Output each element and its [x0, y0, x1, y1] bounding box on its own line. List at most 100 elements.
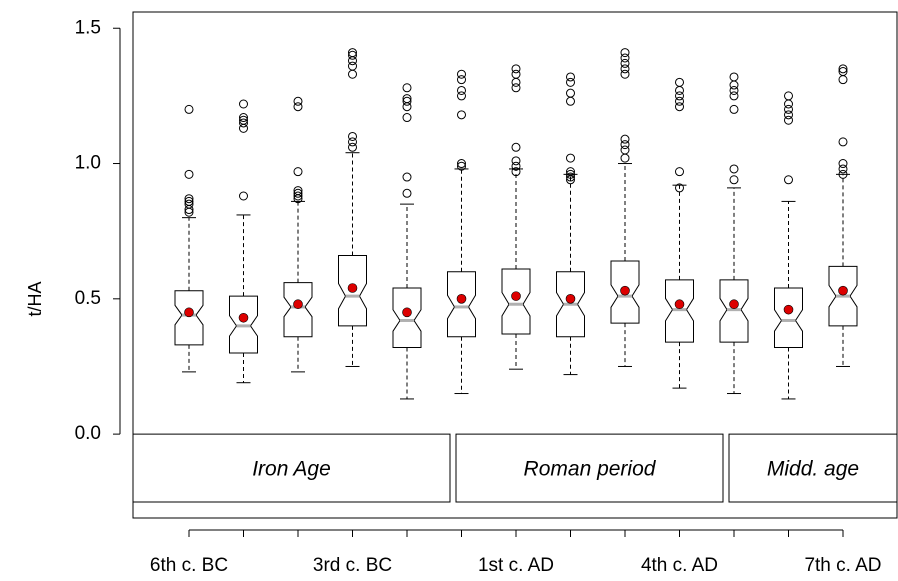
box [774, 287, 803, 349]
outlier [457, 159, 466, 169]
y-tick-label: 0.5 [75, 288, 101, 309]
outlier [729, 175, 739, 185]
outlier [511, 69, 521, 79]
outlier [566, 96, 575, 106]
outlier [457, 91, 466, 101]
outlier [620, 134, 630, 144]
outlier [511, 64, 521, 74]
outlier [620, 48, 630, 58]
mean-point [838, 285, 848, 296]
outlier [838, 164, 848, 174]
period-label: Iron Age [252, 458, 331, 481]
mean-point [402, 307, 412, 318]
mean-point [674, 299, 685, 310]
outlier [566, 72, 575, 82]
x-tick-label: 1st c. AD [478, 555, 554, 576]
outlier [729, 72, 739, 82]
outlier [675, 85, 684, 95]
outlier [838, 67, 848, 77]
outlier [402, 96, 412, 106]
x-tick-label: 3rd c. BC [313, 555, 392, 576]
outlier [566, 153, 575, 163]
period-box [132, 433, 451, 503]
outlier [293, 96, 303, 106]
box [501, 268, 531, 335]
outlier [184, 194, 194, 204]
outlier [348, 61, 357, 71]
box [283, 282, 313, 338]
outlier [838, 64, 848, 74]
outlier [293, 102, 303, 112]
outlier [784, 91, 793, 101]
outlier [675, 91, 684, 101]
outlier [348, 69, 357, 79]
outlier [620, 153, 630, 163]
outlier [566, 169, 575, 179]
outlier [457, 69, 466, 79]
outlier [457, 85, 466, 95]
outlier [293, 167, 303, 177]
outlier [184, 169, 194, 179]
outlier [784, 104, 793, 114]
x-tick-label: 7th c. AD [804, 555, 881, 576]
outlier [566, 88, 575, 98]
outlier [348, 50, 357, 60]
outlier [511, 142, 521, 152]
mean-point [565, 294, 576, 304]
outlier [620, 58, 630, 68]
outlier [838, 159, 848, 169]
outlier [239, 99, 248, 109]
y-tick-label: 1.0 [75, 153, 101, 174]
period-label: Midd. age [767, 458, 859, 481]
y-tick-label: 1.5 [75, 17, 101, 38]
x-tick-label: 6th c. BC [150, 555, 228, 576]
period-label: Roman period [524, 458, 657, 481]
mean-point [729, 299, 739, 310]
period-box [455, 433, 724, 503]
outlier [784, 115, 793, 125]
outlier [348, 137, 357, 147]
outlier [402, 172, 412, 182]
outlier [184, 196, 194, 206]
mean-point [293, 299, 303, 310]
outlier [348, 48, 357, 58]
outlier [511, 161, 521, 171]
outlier [511, 156, 521, 166]
outlier [838, 169, 848, 179]
mean-point [347, 283, 358, 293]
mean-point [184, 307, 194, 318]
outlier [784, 99, 793, 109]
outlier [675, 102, 684, 112]
x-tick-label: 4th c. AD [641, 555, 718, 576]
mean-point [456, 294, 467, 304]
outlier [729, 104, 739, 114]
outlier [675, 183, 684, 193]
outlier [511, 167, 521, 177]
outlier [184, 199, 194, 209]
outlier [729, 91, 739, 101]
outlier [293, 188, 303, 198]
outlier [729, 164, 739, 174]
outlier [402, 83, 412, 93]
y-tick-label: 0.0 [75, 423, 101, 444]
outlier [784, 110, 793, 120]
outlier [620, 64, 630, 74]
outlier [348, 131, 357, 141]
outlier [620, 145, 630, 155]
outlier [402, 188, 412, 198]
outlier [838, 137, 848, 147]
mean-point [238, 312, 249, 323]
outlier [239, 115, 248, 125]
outlier [620, 69, 630, 79]
outlier [729, 85, 739, 95]
outlier [239, 113, 248, 123]
mean-point [783, 304, 794, 315]
outlier [239, 118, 248, 128]
outlier [838, 75, 848, 85]
outlier [620, 53, 630, 63]
outlier [457, 75, 466, 85]
outlier [457, 110, 466, 120]
outlier [784, 175, 793, 185]
outlier [675, 77, 684, 87]
